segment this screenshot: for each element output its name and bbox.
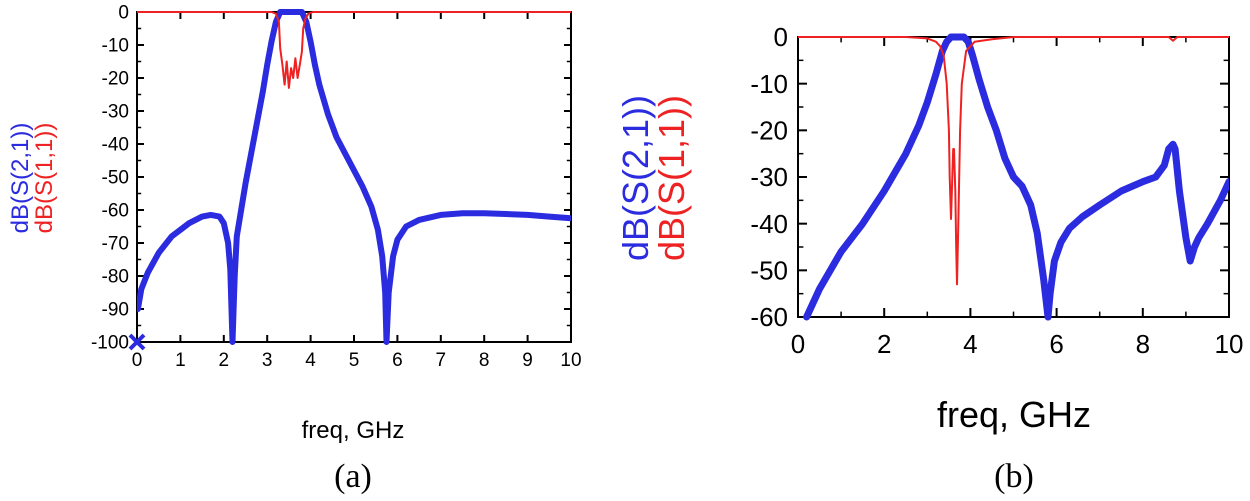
x-tick-label: 6 xyxy=(1049,329,1063,359)
x-tick-label: 8 xyxy=(479,350,490,371)
x-tick-label: 9 xyxy=(522,350,533,371)
y-axis-title-s11: dB(S(1,1)) xyxy=(31,123,58,234)
y-axis-title-s21: dB(S(2,1)) xyxy=(7,123,34,234)
x-tick-label: 2 xyxy=(877,329,891,359)
x-tick-label: 10 xyxy=(1215,329,1244,359)
x-tick-label: 0 xyxy=(791,329,805,359)
y-tick-label: -50 xyxy=(750,255,788,285)
x-tick-label: 8 xyxy=(1136,329,1150,359)
y-tick-label: -10 xyxy=(750,69,788,99)
x-axis-title: freq, GHz xyxy=(302,417,405,444)
y-tick-label: 0 xyxy=(118,3,129,24)
x-tick-label: 3 xyxy=(262,350,273,371)
series-line-s11 xyxy=(137,11,571,89)
y-tick-label: -20 xyxy=(102,69,129,90)
marker-x xyxy=(128,333,146,351)
y-tick-label: -30 xyxy=(750,162,788,192)
chart-panel-a: 0 -10 -20 -30 -40 -50 -60 -70 -80 -90 -100 0 1 2 3 4 5 6… xyxy=(7,3,582,495)
y-tick-label: -30 xyxy=(102,102,129,123)
x-tick-label: 7 xyxy=(436,350,447,371)
y-tick-label: -60 xyxy=(750,302,788,332)
x-tick-label: 5 xyxy=(349,350,360,371)
y-axis-title-s11: dB(S(1,1)) xyxy=(651,95,692,261)
y-tick-label: -90 xyxy=(102,300,129,321)
y-tick-label: -10 xyxy=(102,36,129,57)
x-axis-ticks: 0 2 4 6 8 10 xyxy=(791,37,1244,359)
x-tick-label: 2 xyxy=(219,350,230,371)
y-tick-label: -40 xyxy=(750,209,788,239)
x-tick-label: 4 xyxy=(305,350,316,371)
x-tick-label: 1 xyxy=(175,350,186,371)
y-tick-label: -50 xyxy=(102,168,129,189)
series-lines xyxy=(798,33,1229,321)
series-line-s21 xyxy=(803,33,1229,321)
y-tick-label: -80 xyxy=(102,267,129,288)
y-tick-label: -20 xyxy=(750,115,788,145)
x-tick-label: 6 xyxy=(392,350,403,371)
y-tick-label: 0 xyxy=(774,22,788,52)
y-axis-ticks: 0 -10 -20 -30 -40 -50 -60 xyxy=(750,22,1229,332)
y-tick-label: -70 xyxy=(102,234,129,255)
y-axis-ticks: 0 -10 -20 -30 -40 -50 -60 -70 -80 -90 -100 xyxy=(91,3,571,354)
chart-panel-b: 0 -10 -20 -30 -40 -50 -60 0 2 4 6 8 10 freq, GHz dB… xyxy=(615,22,1243,495)
plot-area-frame xyxy=(136,11,572,343)
panel-label: (a) xyxy=(334,458,372,495)
y-axis-title-s21: dB(S(2,1)) xyxy=(615,95,656,261)
y-tick-label: -100 xyxy=(91,333,129,354)
x-tick-label: 0 xyxy=(132,350,143,371)
x-axis-title: freq, GHz xyxy=(937,394,1091,435)
x-tick-label: 10 xyxy=(560,350,581,371)
y-tick-label: -60 xyxy=(102,201,129,222)
series-line-s21 xyxy=(137,9,571,345)
annotations xyxy=(128,333,146,351)
y-tick-label: -40 xyxy=(102,135,129,156)
x-tick-label: 4 xyxy=(963,329,977,359)
panel-label: (b) xyxy=(994,458,1034,495)
series-line-s11 xyxy=(798,36,1229,286)
x-axis-ticks: 0 1 2 3 4 5 6 7 8 9 10 xyxy=(132,12,582,371)
series-lines xyxy=(137,9,571,345)
